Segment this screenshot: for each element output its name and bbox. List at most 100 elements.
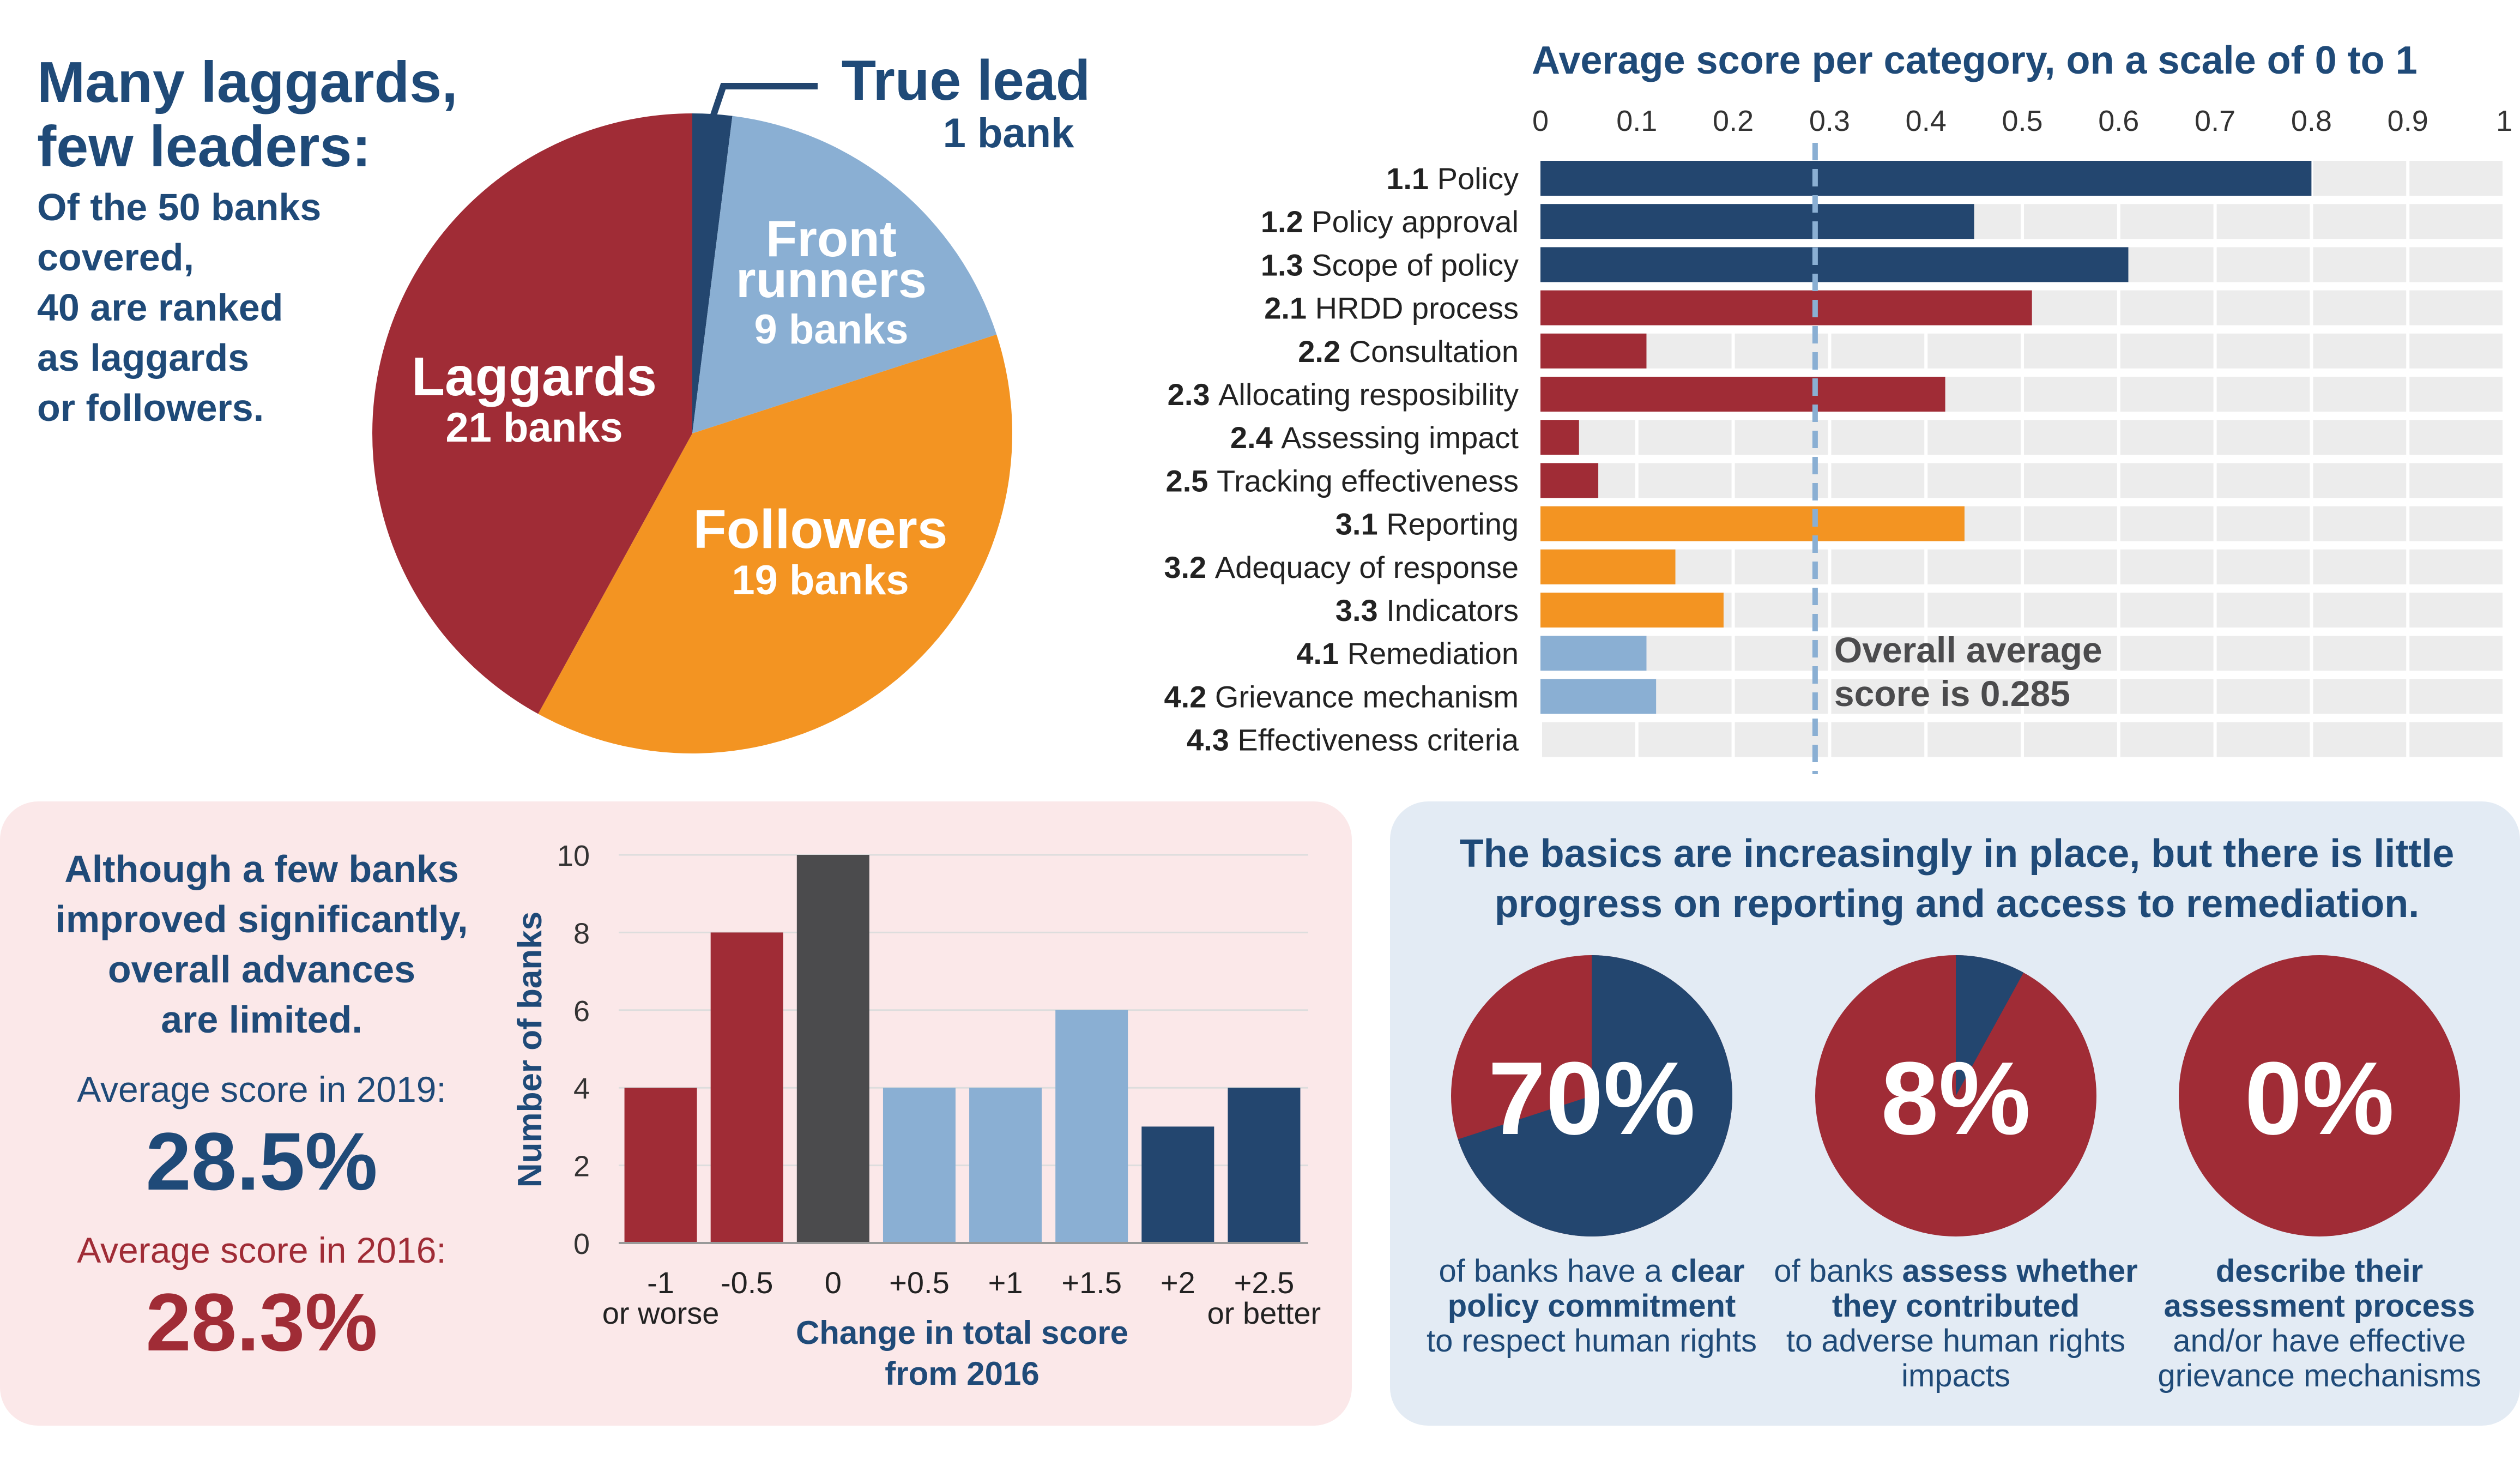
- small-pie-label: 0%: [2245, 1041, 2395, 1156]
- y-tick-label: 2: [573, 1150, 590, 1183]
- caption-bold: assess whether they contributed: [1832, 1253, 2138, 1324]
- pie-value-front-runners: 9 banks: [754, 306, 908, 353]
- small-pie-base: [2179, 955, 2460, 1236]
- bar-label: 3.2 Adequacy of response: [1164, 550, 1519, 584]
- heading-line: are limited.: [161, 998, 362, 1041]
- pie-subtitle-line: as laggards: [37, 336, 250, 379]
- bar-label: 4.2 Grievance mechanism: [1164, 679, 1519, 714]
- hist-bar: [1055, 1010, 1128, 1243]
- pie-slice-true-leaders: [692, 113, 733, 433]
- pie-label-front-runners: runners: [736, 251, 927, 308]
- category-bar-chart: 0 0.1 0.2 0.3 0.4 0.5 0.6 0.7 0.8 0.9 1 1.1 Policy 1…: [1164, 105, 2512, 774]
- pie-value-true-leaders: 1 bank: [943, 110, 1074, 156]
- caption-text: and/or have effective grievance mechanis…: [2158, 1323, 2481, 1393]
- pie-label-front-runners: Front: [766, 210, 897, 267]
- pie-subtitle-line: covered,: [37, 236, 194, 279]
- avg-2019-label: Average score in 2019:: [77, 1069, 446, 1109]
- reference-line-label: score is 0.285: [1834, 673, 2070, 714]
- y-tick-label: 8: [573, 917, 590, 950]
- x-tick-label: 0: [1532, 105, 1549, 137]
- avg-2019-value: 28.5%: [146, 1115, 378, 1207]
- pie-label-laggards: Laggards: [412, 346, 657, 407]
- bar-1.1: [1540, 161, 2312, 196]
- small-pie-slice: [1458, 955, 1732, 1236]
- bar-label: 3.3 Indicators: [1335, 593, 1519, 628]
- x-tick-label: 0.6: [2098, 105, 2139, 137]
- bar-2.1: [1540, 290, 2032, 325]
- heading-line: The basics are increasingly in place, bu…: [1459, 832, 2455, 876]
- bar-label: 2.1 HRDD process: [1264, 291, 1519, 325]
- x-tick-label: +1: [988, 1265, 1023, 1300]
- bar-3.3: [1540, 593, 1724, 628]
- bar-1.2: [1540, 204, 1974, 239]
- bar-label: 2.2 Consultation: [1298, 334, 1519, 369]
- pie-subtitle: Of the 50 banks covered, 40 are ranked a…: [37, 182, 419, 433]
- small-pie-caption: of banks have a clear policy commitment t…: [1406, 1254, 1777, 1359]
- pie-subtitle-line: or followers.: [37, 387, 264, 429]
- x-tick-label: 0.1: [1616, 105, 1657, 137]
- hist-bar: [969, 1088, 1042, 1243]
- bar-label: 1.2 Policy approval: [1261, 204, 1519, 239]
- x-tick-label: 0.8: [2291, 105, 2332, 137]
- y-tick-label: 4: [573, 1072, 590, 1105]
- heading-line: Although a few banks: [64, 848, 459, 890]
- x-axis-title: Change in total score: [796, 1314, 1128, 1351]
- pie-title-line: few leaders:: [37, 114, 371, 179]
- x-tick-label: 0.7: [2195, 105, 2235, 137]
- bar-3.1: [1540, 506, 1965, 541]
- heading-line: progress on reporting and access to reme…: [1494, 882, 2420, 926]
- pie-title: Many laggards, few leaders:: [37, 50, 528, 179]
- bar-1.3: [1540, 247, 2129, 282]
- heading-line: overall advances: [107, 948, 416, 991]
- pie-value-followers: 19 banks: [732, 557, 909, 604]
- bar-label: 2.3 Allocating resposibility: [1168, 377, 1519, 412]
- x-tick-label: 0: [825, 1265, 842, 1300]
- x-tick-label: 0.3: [1809, 105, 1850, 137]
- small-pie-slice: [1956, 955, 2024, 1096]
- heading-line: improved significantly,: [55, 898, 468, 940]
- caption-text: to respect human rights: [1426, 1323, 1757, 1359]
- x-tick-label: +2.5: [1234, 1265, 1295, 1300]
- bar-2.5: [1540, 463, 1599, 498]
- score-change-histogram: 0 2 4 6 8 10 -1or worse-0.5 0 +0.5 +1 +1.5 +2 +2.5or…: [511, 840, 1321, 1392]
- bar-4.1: [1540, 636, 1647, 671]
- x-tick-label: 0.5: [2002, 105, 2042, 137]
- pie-label-followers: Followers: [693, 499, 948, 560]
- true-leaders-leader-line: [709, 83, 818, 120]
- bar-3.2: [1540, 549, 1676, 584]
- hist-bar: [624, 1088, 697, 1243]
- caption-bold: describe their assessment process: [2164, 1253, 2475, 1324]
- x-tick-label: +0.5: [889, 1265, 950, 1300]
- bar-2.4: [1540, 420, 1579, 455]
- x-tick-label: +1.5: [1061, 1265, 1122, 1300]
- bar-label: 1.3 Scope of policy: [1261, 248, 1519, 282]
- bar-label: 4.1 Remediation: [1296, 636, 1519, 671]
- hist-bar: [1228, 1088, 1301, 1243]
- pie-subtitle-line: Of the 50 banks: [37, 186, 322, 228]
- x-tick-label: -0.5: [721, 1265, 773, 1300]
- bar-2.3: [1540, 377, 1945, 412]
- y-axis-title: Number of banks: [511, 912, 549, 1187]
- x-axis-title: from 2016: [885, 1355, 1039, 1392]
- hist-bar: [883, 1088, 956, 1243]
- bottom-right-heading: The basics are increasingly in place, bu…: [1406, 829, 2507, 929]
- x-tick-label: 0.2: [1713, 105, 1754, 137]
- bottom-left-heading: Although a few banks improved significan…: [22, 844, 501, 1045]
- pie-slice-laggards: [372, 113, 692, 714]
- x-tick-label: -1: [647, 1265, 674, 1300]
- pie-slice-followers: [538, 334, 1012, 753]
- pie-title-line: Many laggards,: [37, 50, 458, 114]
- caption-text: of banks: [1774, 1253, 1902, 1289]
- small-pie-label: 70%: [1488, 1041, 1695, 1156]
- x-tick-label: 1: [2496, 105, 2512, 137]
- reference-line-label: Overall average: [1834, 630, 2102, 670]
- bar-label: 3.1 Reporting: [1335, 507, 1519, 541]
- bar-label: 1.1 Policy: [1386, 161, 1519, 196]
- y-tick-label: 10: [557, 840, 590, 872]
- caption-bold: clear policy commitment: [1447, 1253, 1745, 1324]
- small-pie-caption: of banks assess whether they contributed…: [1770, 1254, 2141, 1393]
- small-pie-caption: describe their assessment process and/or …: [2134, 1254, 2505, 1393]
- avg-2016-value: 28.3%: [146, 1276, 378, 1368]
- pie-subtitle-line: 40 are ranked: [37, 286, 283, 329]
